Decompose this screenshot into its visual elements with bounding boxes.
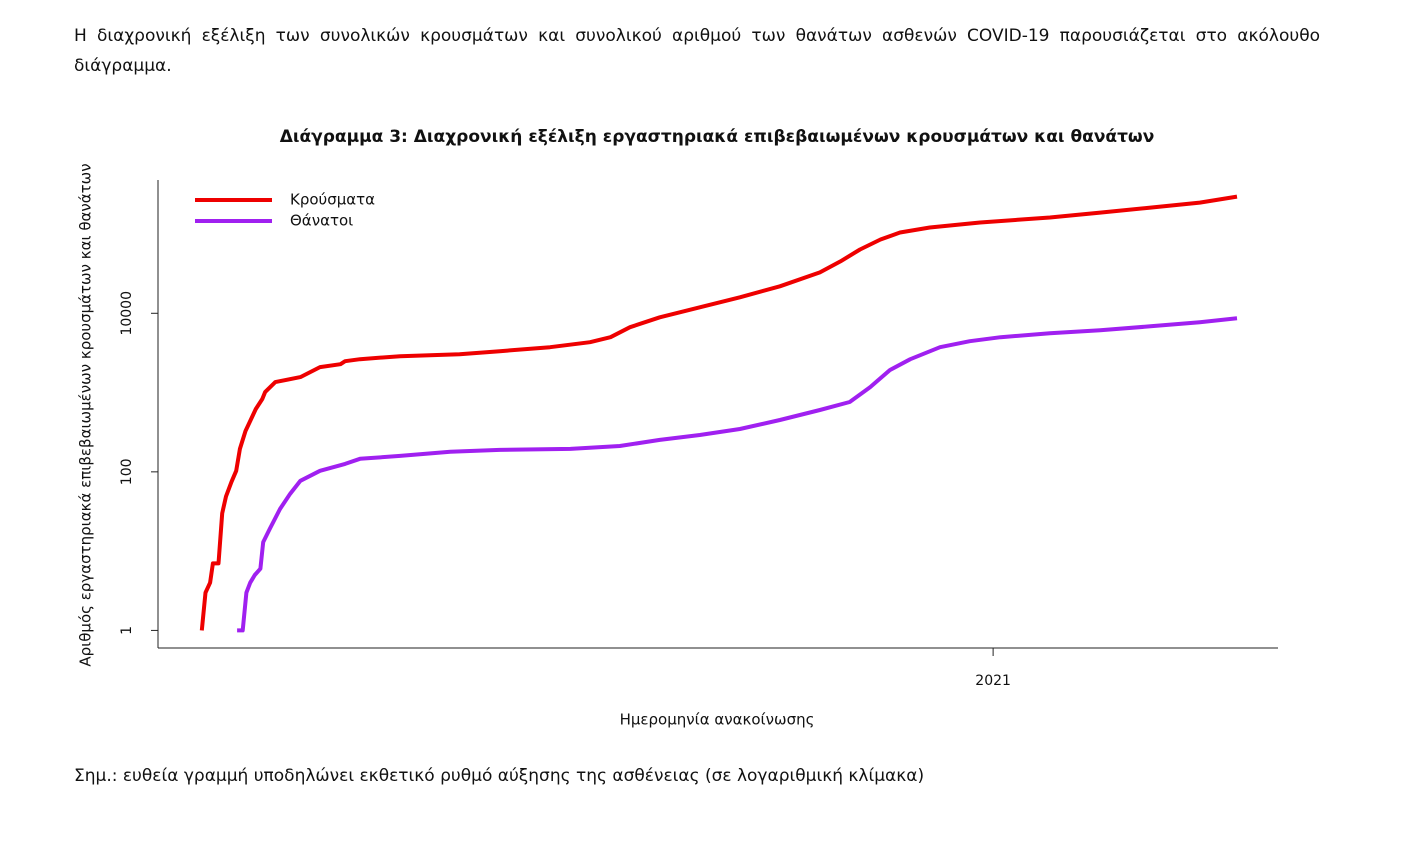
intro-line: Η διαχρονική εξέλιξη των συνολικών κρουσ…: [74, 26, 1320, 46]
legend-label: Κρούσματα: [290, 191, 375, 209]
x-tick-label: 2021: [975, 673, 1011, 689]
series-line: [237, 316, 1238, 633]
y-tick-label: 100: [119, 458, 135, 485]
y-axis-label: Αριθμός εργαστηριακά επιβεβαιωμένων κρου…: [77, 163, 95, 666]
y-tick-label: 1: [119, 626, 135, 635]
note: Σημ.: ευθεία γραμμή υποδηλώνει εκθετικό …: [74, 766, 925, 786]
y-tick-label: 10000: [119, 291, 135, 336]
intro-line: διάγραμμα.: [74, 56, 172, 76]
legend-label: Θάνατοι: [290, 212, 353, 230]
x-axis-label: Ημερομηνία ανακοίνωσης: [620, 711, 815, 729]
series-line: [199, 194, 1238, 631]
chart-title: Διάγραμμα 3: Διαχρονική εξέλιξη εργαστηρ…: [280, 127, 1155, 147]
